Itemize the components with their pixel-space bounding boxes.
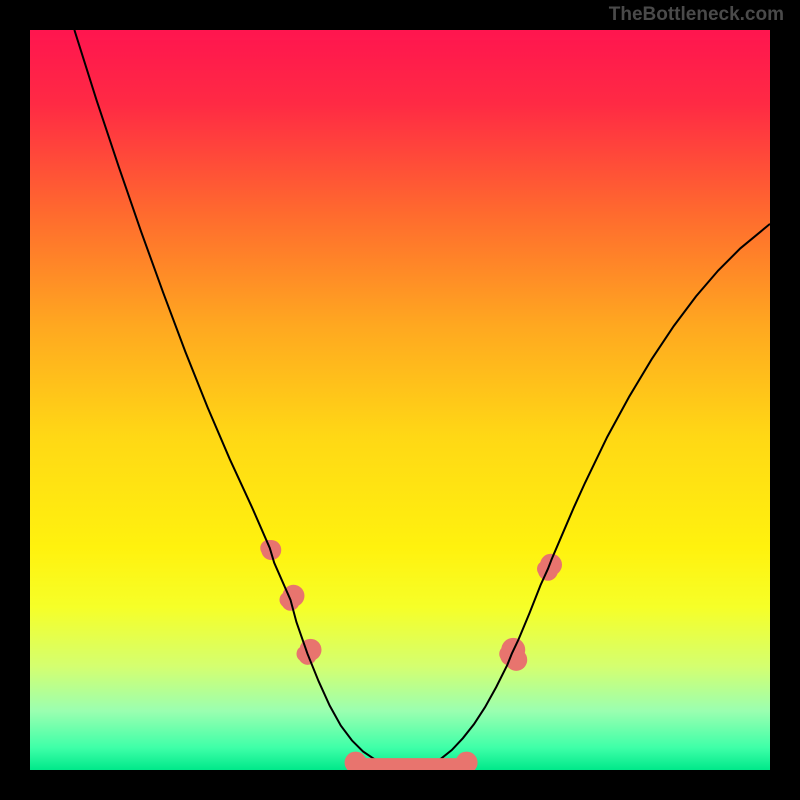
chart-svg — [30, 30, 770, 770]
gradient-background — [30, 30, 770, 770]
watermark-text: TheBottleneck.com — [609, 4, 784, 26]
bottleneck-chart — [30, 30, 770, 770]
